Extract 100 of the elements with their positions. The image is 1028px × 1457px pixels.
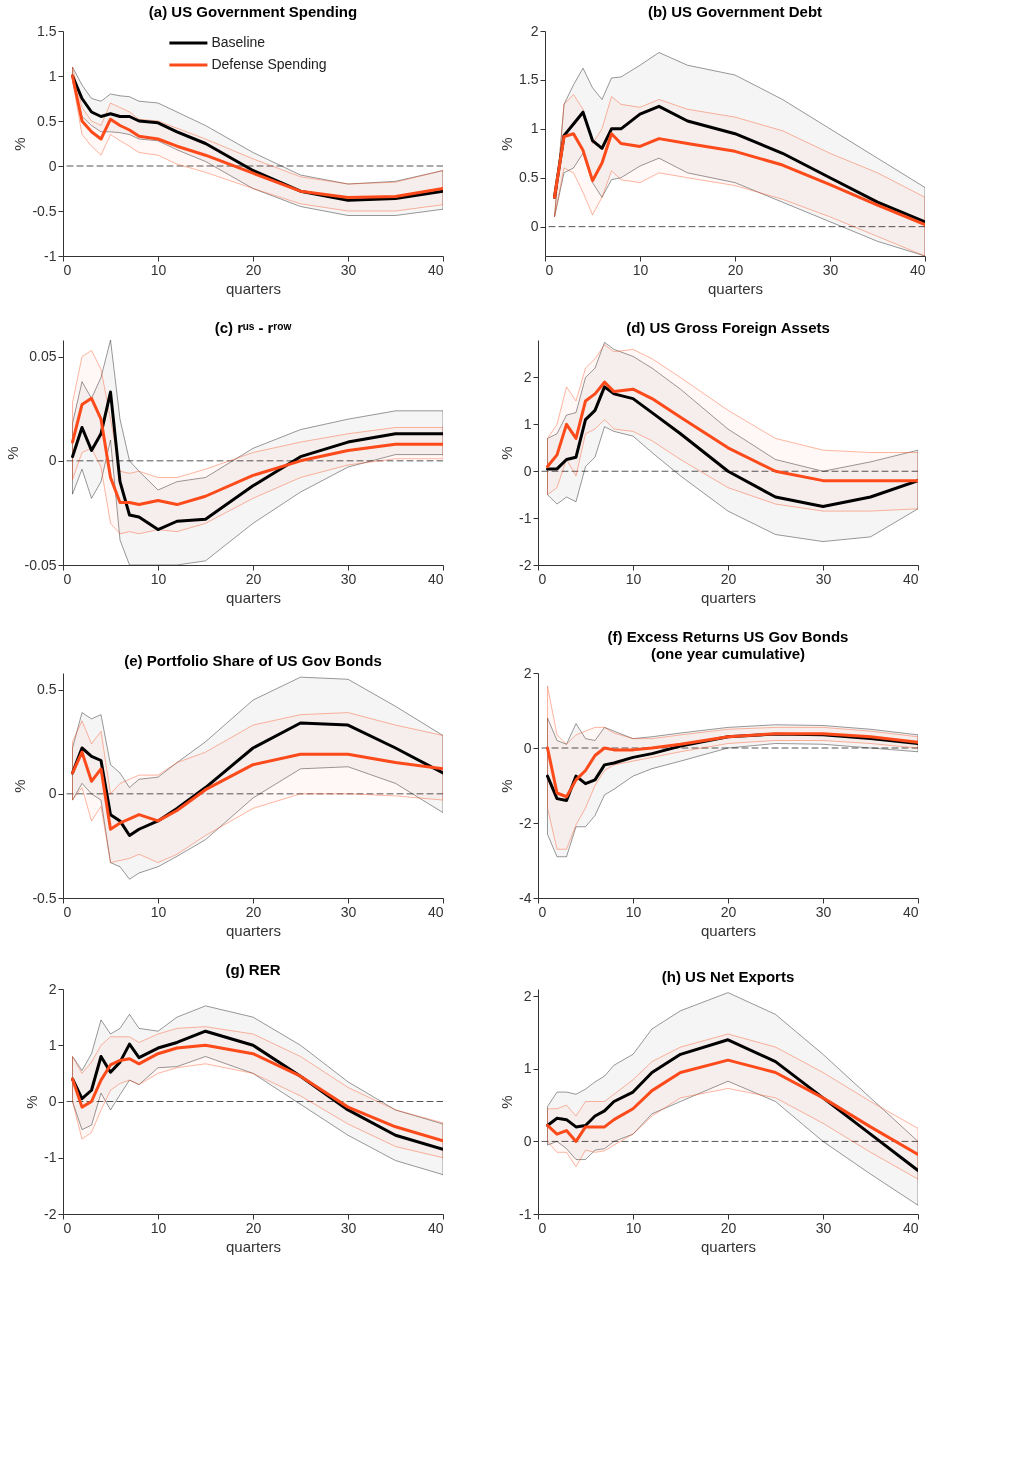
x-tick-label: 30: [340, 1219, 357, 1236]
y-tick-label: 0.5: [37, 681, 57, 698]
x-tick-label: 10: [632, 261, 649, 278]
x-tick-label: 30: [815, 570, 832, 587]
x-axis-title: quarters: [225, 279, 282, 297]
line-series: [71, 390, 443, 532]
y-tick-label: 2: [530, 22, 539, 39]
y-tick-label: 2: [48, 980, 57, 997]
y-tick-label: -1: [519, 509, 532, 526]
x-tick-label: 40: [427, 570, 444, 587]
line-series: [71, 750, 443, 831]
x-tick-label: 30: [815, 1219, 832, 1236]
x-axis-title: quarters: [225, 588, 282, 606]
y-tick-label: 2: [523, 987, 532, 1004]
y-tick-label: -2: [519, 814, 532, 831]
y-tick-label: -2: [44, 1205, 57, 1222]
y-tick-label: 2: [523, 369, 532, 385]
y-tick-label: 0: [523, 1132, 532, 1149]
y-tick-label: -0.05: [24, 556, 57, 573]
y-tick-label: -1: [44, 247, 57, 264]
x-tick-label: 40: [902, 903, 919, 920]
x-tick-label: 10: [150, 570, 167, 587]
line-series: [553, 132, 925, 227]
y-tick-label: 1: [48, 1036, 57, 1053]
x-tick-label: 20: [245, 1219, 262, 1236]
chart-title: (b) US Government Debt: [647, 3, 823, 20]
chart-title: (d) US Gross Foreign Assets: [626, 319, 830, 336]
y-tick-label: 0: [530, 218, 539, 235]
y-tick-label: 0.05: [29, 348, 57, 365]
x-tick-label: 40: [427, 261, 444, 278]
x-tick-label: 20: [245, 903, 262, 920]
x-tick-label: 10: [625, 1219, 642, 1236]
y-axis-title: %: [23, 1095, 41, 1109]
x-tick-label: 20: [245, 261, 262, 278]
x-tick-label: 40: [909, 261, 926, 278]
x-tick-label: 40: [427, 1219, 444, 1236]
legend-label: Defense Spending: [211, 56, 327, 72]
x-tick-label: 30: [822, 261, 839, 278]
x-axis-title: quarters: [707, 279, 764, 297]
y-tick-label: -0.5: [32, 202, 57, 219]
y-tick-label: -0.5: [32, 889, 57, 906]
y-tick-label: -2: [519, 556, 532, 573]
y-axis-title: %: [3, 446, 21, 460]
y-tick-label: 1: [530, 120, 539, 137]
y-tick-label: 0: [48, 157, 57, 174]
x-tick-label: 0: [63, 1219, 72, 1236]
x-tick-label: 20: [245, 570, 262, 587]
x-tick-label: 10: [150, 903, 167, 920]
x-axis-title: quarters: [700, 588, 757, 606]
y-axis-title: %: [498, 446, 516, 460]
line-series: [546, 380, 918, 483]
y-tick-label: 1.5: [37, 22, 57, 39]
x-tick-label: 10: [625, 903, 642, 920]
y-axis-title: %: [11, 779, 29, 793]
y-tick-label: 1: [48, 67, 57, 84]
chart-title: (g) RER: [225, 961, 281, 978]
line-series: [546, 385, 918, 508]
x-axis-title: quarters: [700, 921, 757, 939]
y-tick-label: 0: [48, 452, 57, 469]
y-tick-label: 0: [48, 1093, 57, 1109]
x-tick-label: 20: [727, 261, 744, 278]
y-tick-label: 0.5: [37, 112, 57, 129]
x-tick-label: 30: [340, 261, 357, 278]
legend-label: Baseline: [211, 34, 266, 50]
x-tick-label: 0: [63, 570, 72, 587]
y-tick-label: -1: [44, 1149, 57, 1166]
x-tick-label: 20: [720, 1219, 737, 1236]
y-tick-label: 1: [523, 415, 532, 432]
x-tick-label: 40: [902, 1219, 919, 1236]
y-tick-label: -1: [519, 1205, 532, 1222]
x-tick-label: 0: [63, 903, 72, 920]
y-tick-label: 1: [523, 1060, 532, 1077]
x-tick-label: 0: [545, 261, 554, 278]
y-tick-label: 0.5: [519, 169, 539, 186]
line-series: [71, 1043, 443, 1143]
x-tick-label: 30: [340, 570, 357, 587]
chart-title: (f) Excess Returns US Gov Bonds (one year cumulative): [607, 628, 849, 662]
x-tick-label: 10: [150, 1219, 167, 1236]
x-tick-label: 20: [720, 903, 737, 920]
x-tick-label: 40: [902, 570, 919, 587]
chart-title: (c) rᵘˢ - rʳᵒʷ: [214, 319, 292, 336]
x-axis-title: quarters: [225, 921, 282, 939]
x-tick-label: 30: [815, 903, 832, 920]
chart-title: (a) US Government Spending: [148, 3, 358, 20]
y-tick-label: 0: [48, 785, 57, 802]
x-tick-label: 20: [720, 570, 737, 587]
y-axis-title: %: [498, 137, 516, 151]
chart-title: (e) Portfolio Share of US Gov Bonds: [124, 652, 382, 669]
line-series: [71, 396, 443, 507]
x-tick-label: 0: [63, 261, 72, 278]
x-tick-label: 30: [340, 903, 357, 920]
x-axis-title: quarters: [700, 1237, 757, 1255]
x-tick-label: 10: [625, 570, 642, 587]
y-tick-label: 2: [523, 664, 532, 681]
y-axis-title: %: [498, 1095, 516, 1109]
line-series: [546, 1058, 918, 1156]
x-tick-label: 40: [427, 903, 444, 920]
y-tick-label: 0: [523, 739, 532, 756]
x-tick-label: 10: [150, 261, 167, 278]
y-tick-label: 1.5: [519, 71, 539, 88]
